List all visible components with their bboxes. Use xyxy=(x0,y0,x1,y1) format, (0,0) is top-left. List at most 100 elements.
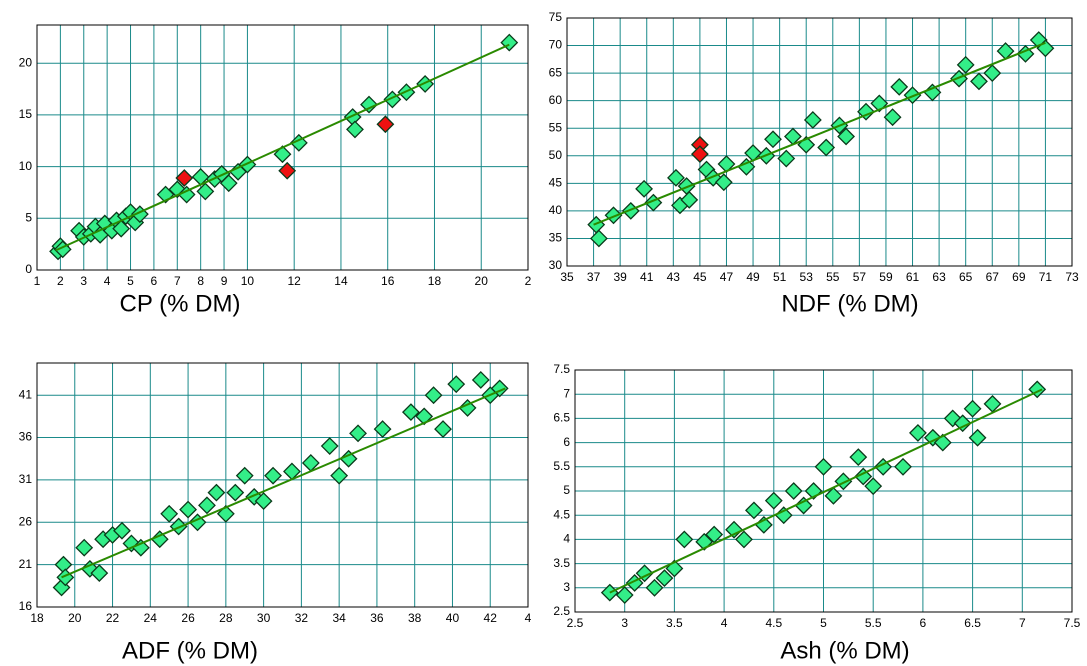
point xyxy=(589,229,608,248)
x-tick-label: 43 xyxy=(667,270,681,284)
y-tick-label: 10 xyxy=(19,159,33,173)
y-tick-label: 6.5 xyxy=(553,411,570,425)
x-tick-label: 38 xyxy=(408,611,422,625)
point xyxy=(909,424,927,442)
point xyxy=(219,174,238,193)
point xyxy=(346,120,364,139)
y-tick-label: 7.5 xyxy=(553,362,570,376)
plot-area xyxy=(567,18,1072,266)
x-tick-label: 49 xyxy=(746,270,760,284)
point xyxy=(235,466,254,485)
point xyxy=(175,169,194,187)
point xyxy=(837,127,855,146)
x-tick-label: 63 xyxy=(932,270,946,284)
y-tick-label: 50 xyxy=(549,148,563,162)
x-tick-label: 65 xyxy=(959,270,973,284)
point xyxy=(824,486,843,505)
y-tick-label: 65 xyxy=(549,65,563,79)
point xyxy=(803,111,822,129)
x-tick-label: 14 xyxy=(334,274,348,288)
y-tick-label: 26 xyxy=(19,514,33,528)
y-tick-label: 21 xyxy=(19,557,33,571)
y-tick-label: 6 xyxy=(563,435,570,449)
x-tick-label: 22 xyxy=(106,611,120,625)
x-tick-label: 55 xyxy=(826,270,840,284)
x-tick-label: 5.5 xyxy=(865,616,882,630)
x-axis-label: CP (% DM) xyxy=(120,290,241,317)
point xyxy=(983,64,1002,83)
y-tick-label: 45 xyxy=(549,176,563,190)
y-tick-label: 36 xyxy=(19,430,33,444)
x-tick-label: 40 xyxy=(446,611,460,625)
x-tick-label: 35 xyxy=(560,270,574,284)
x-tick-label: 24 xyxy=(144,611,158,625)
point xyxy=(814,457,833,476)
point xyxy=(254,492,273,511)
x-tick-label: 1 xyxy=(34,274,41,288)
point xyxy=(150,530,169,549)
fit-line xyxy=(55,43,510,252)
x-tick-label: 6 xyxy=(920,616,927,630)
point xyxy=(817,138,836,157)
point xyxy=(615,586,634,604)
x-tick-label: 2 xyxy=(525,274,532,288)
fit-line xyxy=(593,41,1046,226)
point xyxy=(890,77,909,96)
plot-frame xyxy=(36,24,529,271)
point xyxy=(360,95,378,114)
point xyxy=(690,145,709,164)
y-tick-label: 7 xyxy=(563,386,570,400)
point xyxy=(794,496,813,515)
plot-frame xyxy=(566,17,1073,267)
x-tick-label: 41 xyxy=(640,270,654,284)
point xyxy=(401,403,420,422)
point xyxy=(112,219,131,238)
y-tick-label: 15 xyxy=(19,107,33,121)
y-tick-label: 4 xyxy=(563,532,570,546)
x-tick-label: 20 xyxy=(68,611,82,625)
point xyxy=(339,449,358,468)
point xyxy=(963,399,982,418)
x-tick-label: 47 xyxy=(720,270,734,284)
point xyxy=(113,521,131,540)
y-tick-label: 5 xyxy=(563,483,570,497)
y-tick-label: 55 xyxy=(549,120,563,134)
plot-frame xyxy=(574,369,1073,613)
point xyxy=(680,190,699,209)
point xyxy=(777,149,796,168)
x-axis-label: ADF (% DM) xyxy=(122,637,258,664)
x-tick-label: 39 xyxy=(613,270,627,284)
x-tick-label: 18 xyxy=(428,274,442,288)
point xyxy=(471,371,490,389)
point xyxy=(179,500,197,519)
x-tick-label: 18 xyxy=(30,611,44,625)
point xyxy=(278,161,297,180)
x-tick-label: 51 xyxy=(773,270,787,284)
x-tick-label: 26 xyxy=(181,611,195,625)
point xyxy=(725,520,743,539)
point xyxy=(196,182,215,201)
point xyxy=(330,466,349,485)
point xyxy=(320,437,339,455)
x-tick-label: 30 xyxy=(257,611,271,625)
x-tick-label: 36 xyxy=(370,611,384,625)
x-tick-label: 2.5 xyxy=(567,616,584,630)
y-tick-label: 30 xyxy=(549,258,563,272)
x-tick-label: 2 xyxy=(57,274,64,288)
point xyxy=(735,530,753,549)
y-tick-label: 35 xyxy=(549,231,563,245)
plot-area xyxy=(37,363,528,607)
point xyxy=(635,179,653,198)
y-tick-label: 0 xyxy=(25,262,32,276)
y-tick-label: 4.5 xyxy=(553,507,570,521)
point xyxy=(956,55,975,74)
point xyxy=(675,530,694,549)
x-tick-label: 16 xyxy=(381,274,395,288)
x-tick-label: 3 xyxy=(80,274,87,288)
y-tick-label: 20 xyxy=(19,55,33,69)
point xyxy=(953,414,972,433)
points xyxy=(49,33,519,261)
x-axis-label: NDF (% DM) xyxy=(781,290,918,317)
y-tick-label: 3.5 xyxy=(553,556,570,570)
y-tick-label: 75 xyxy=(549,10,563,24)
